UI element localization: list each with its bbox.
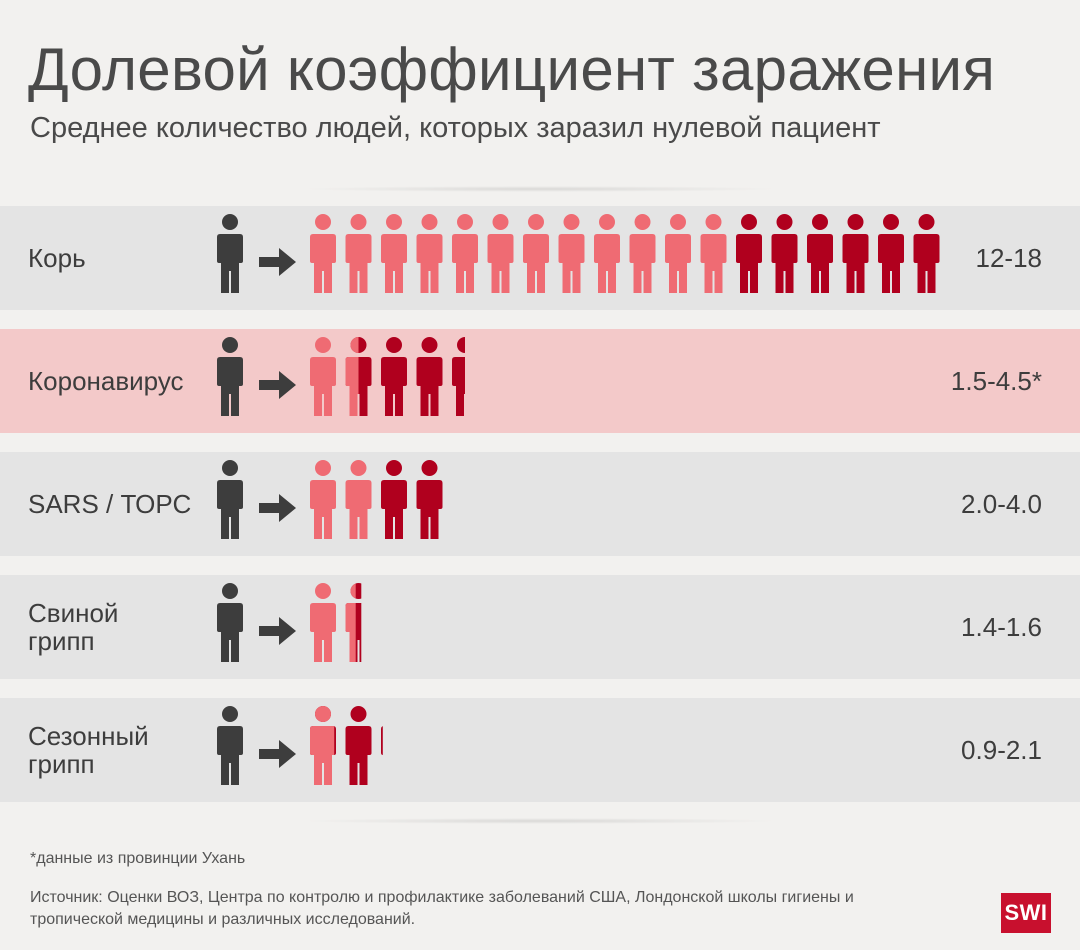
patient-zero-icon bbox=[217, 583, 243, 662]
source-note: Источник: Оценки ВОЗ, Центра по контролю… bbox=[30, 889, 854, 928]
infected-person-low-part-icon bbox=[310, 706, 335, 785]
row-pictogram bbox=[217, 460, 443, 539]
chart-row-seasonal-flu: Сезонный грипп 0.9-2.1 bbox=[0, 698, 1080, 802]
chart-row-swine-flu: Свиной грипп 1.4-1.6 bbox=[0, 575, 1080, 679]
infected-person-icon bbox=[345, 460, 372, 539]
patient-zero-icon bbox=[217, 214, 243, 293]
infected-person-icon bbox=[381, 214, 407, 293]
infected-person-icon bbox=[452, 337, 465, 416]
row-label: Сезонный грипп bbox=[28, 721, 149, 779]
row-pictogram bbox=[217, 583, 362, 662]
row-value: 12-18 bbox=[975, 242, 1043, 273]
infected-person-icon bbox=[381, 726, 383, 755]
infected-person-icon bbox=[310, 583, 336, 662]
infected-person-icon bbox=[523, 214, 549, 293]
row-pictogram bbox=[217, 706, 383, 785]
infected-person-icon bbox=[381, 337, 407, 416]
infected-person-icon bbox=[807, 214, 833, 293]
arrow-right-icon bbox=[259, 740, 296, 768]
arrow-right-icon bbox=[259, 494, 296, 522]
row-label: Корь bbox=[28, 243, 86, 273]
infected-person-icon bbox=[452, 214, 478, 293]
infected-person-icon bbox=[558, 214, 585, 293]
patient-zero-icon bbox=[217, 337, 243, 416]
infected-person-icon bbox=[913, 214, 940, 293]
infected-person-icon bbox=[736, 214, 762, 293]
infected-person-icon bbox=[416, 460, 443, 539]
arrow-right-icon bbox=[259, 617, 296, 645]
chart-row-sars: SARS / ТОРС 2.0-4.0 bbox=[0, 452, 1080, 556]
infected-person-low-part-icon bbox=[345, 337, 359, 416]
swi-logo: SWI bbox=[1001, 893, 1051, 933]
infected-person-icon bbox=[345, 214, 372, 293]
infected-person-icon bbox=[416, 337, 443, 416]
row-label: Коронавирус bbox=[28, 366, 184, 396]
infected-person-icon bbox=[487, 214, 514, 293]
row-pictogram bbox=[217, 214, 940, 293]
infected-person-icon bbox=[629, 214, 656, 293]
row-value: 1.4-1.6 bbox=[961, 611, 1042, 642]
infected-person-icon bbox=[381, 460, 407, 539]
arrow-right-icon bbox=[259, 248, 296, 276]
bottom-divider-shadow bbox=[300, 818, 780, 824]
infected-person-low-part-icon bbox=[345, 583, 356, 662]
row-label: SARS / ТОРС bbox=[28, 489, 192, 519]
chart-title: Долевой коэффициент заражения bbox=[28, 36, 996, 103]
chart-row-measles: Корь 12-18 bbox=[0, 206, 1080, 310]
infected-person-icon bbox=[700, 214, 727, 293]
infected-person-icon bbox=[594, 214, 620, 293]
patient-zero-icon bbox=[217, 460, 243, 539]
infected-person-icon bbox=[310, 460, 336, 539]
row-value: 0.9-2.1 bbox=[961, 734, 1042, 765]
row-value: 1.5-4.5* bbox=[950, 365, 1042, 396]
infected-person-icon bbox=[416, 214, 443, 293]
infected-person-icon bbox=[842, 214, 869, 293]
top-divider-shadow bbox=[300, 186, 780, 192]
row-value: 2.0-4.0 bbox=[961, 488, 1042, 519]
chart-subtitle: Среднее количество людей, которых зарази… bbox=[30, 112, 881, 144]
infected-person-icon bbox=[310, 214, 336, 293]
chart-row-coronavirus: Коронавирус 1.5-4.5* bbox=[0, 329, 1080, 433]
infected-person-icon bbox=[310, 337, 336, 416]
footnote: *данные из провинции Ухань bbox=[30, 850, 246, 867]
infected-person-icon bbox=[771, 214, 798, 293]
patient-zero-icon bbox=[217, 706, 243, 785]
row-pictogram bbox=[217, 337, 465, 416]
row-label: Свиной грипп bbox=[28, 598, 119, 656]
infected-person-icon bbox=[878, 214, 904, 293]
infected-person-icon bbox=[665, 214, 691, 293]
infected-person-icon bbox=[345, 706, 372, 785]
arrow-right-icon bbox=[259, 371, 296, 399]
